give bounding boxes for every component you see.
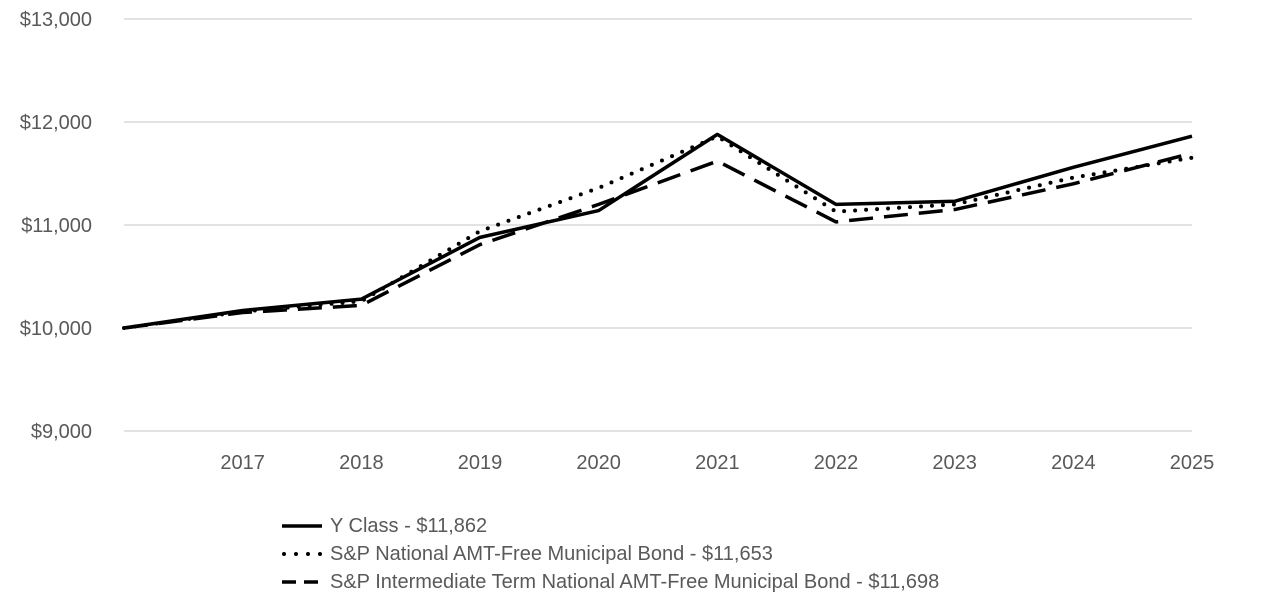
x-tick-label: 2017 bbox=[220, 452, 265, 474]
x-tick-label: 2022 bbox=[814, 452, 859, 474]
x-tick-label: 2019 bbox=[458, 452, 503, 474]
legend-item-y-class: Y Class - $11,862 bbox=[282, 512, 939, 540]
legend-swatch-dashed bbox=[282, 580, 322, 584]
y-tick-label: $13,000 bbox=[20, 9, 92, 31]
legend-label-y-class: Y Class - $11,862 bbox=[330, 514, 488, 537]
legend-item-sp-intermediate: S&P Intermediate Term National AMT-Free … bbox=[282, 568, 939, 596]
legend-item-sp-national: S&P National AMT-Free Municipal Bond - $… bbox=[282, 540, 939, 568]
x-tick-label: 2025 bbox=[1170, 452, 1215, 474]
legend-swatch-solid bbox=[282, 524, 322, 528]
y-tick-label: $9,000 bbox=[31, 421, 92, 443]
y-tick-label: $12,000 bbox=[20, 112, 92, 134]
series-lines bbox=[122, 132, 1194, 330]
line-chart: $13,000$12,000$11,000$10,000$9,000 2017 2… bbox=[20, 9, 1215, 474]
series-line-sp-national bbox=[122, 134, 1194, 330]
y-tick-label: $11,000 bbox=[21, 215, 92, 237]
series-line-y-class bbox=[123, 132, 1193, 330]
x-axis-tick-labels: 2017 2018 2019 2020 2021 2022 2023 2024 2025 bbox=[220, 452, 1214, 474]
y-tick-label: $10,000 bbox=[20, 318, 92, 340]
legend-swatch-dotted bbox=[282, 552, 324, 556]
x-tick-label: 2023 bbox=[932, 452, 977, 474]
y-axis-tick-labels: $13,000 $12,000 $11,000 $10,000 $9,000 bbox=[20, 9, 92, 443]
x-tick-label: 2020 bbox=[576, 452, 621, 474]
series-line-sp-intermediate bbox=[123, 151, 1193, 330]
legend: Y Class - $11,862 S&P National AMT-Free … bbox=[282, 512, 939, 596]
gridlines bbox=[124, 18, 1192, 432]
legend-label-sp-national: S&P National AMT-Free Municipal Bond - $… bbox=[330, 542, 773, 565]
legend-label-sp-intermediate: S&P Intermediate Term National AMT-Free … bbox=[330, 570, 940, 593]
x-tick-label: 2018 bbox=[339, 452, 384, 474]
x-tick-label: 2021 bbox=[695, 452, 740, 474]
x-tick-label: 2024 bbox=[1051, 452, 1096, 474]
